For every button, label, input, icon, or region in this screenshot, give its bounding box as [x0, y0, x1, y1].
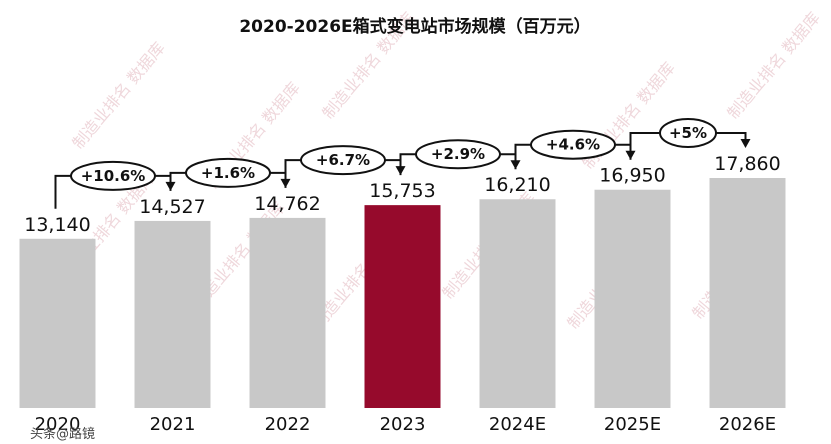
growth-badge	[659, 118, 717, 148]
bar-2023	[364, 205, 441, 408]
value-label-2021: 14,527	[139, 196, 205, 218]
growth-badge	[185, 157, 271, 188]
category-label-2026E: 2026E	[719, 414, 776, 435]
growth-arrowhead	[740, 139, 751, 148]
growth-badge	[300, 145, 386, 176]
value-label-2025E: 16,950	[599, 165, 665, 187]
value-label-2026E: 17,860	[714, 153, 780, 175]
growth-layer: +10.6% +1.6% +6.7% +2.9% +4.6% +5%	[54, 118, 751, 209]
bar-2024E	[479, 199, 556, 408]
category-label-2024E: 2024E	[489, 414, 546, 435]
growth-label: +10.6%	[81, 167, 146, 185]
growth-label: +4.6%	[546, 136, 600, 154]
growth-label: +2.9%	[431, 145, 485, 163]
watermark-text: 制造业排名 数据库	[69, 38, 169, 152]
value-label-2020: 13,140	[24, 214, 90, 236]
value-label-2024E: 16,210	[484, 174, 550, 196]
bar-2021	[134, 220, 211, 408]
growth-label: +5%	[669, 124, 707, 142]
growth-label: +6.7%	[316, 151, 370, 169]
bar-2026E	[709, 178, 786, 408]
category-label-2023: 2023	[380, 414, 426, 435]
bars-layer	[19, 178, 786, 408]
watermark-text: 制造业排名 数据库	[724, 8, 824, 122]
watermark-logo-text: 头条@路镜	[30, 426, 95, 442]
bar-2022	[249, 217, 326, 408]
chart-title: 2020-2026E箱式变电站市场规模（百万元）	[239, 16, 590, 37]
category-label-2025E: 2025E	[604, 414, 661, 435]
category-label-2020: 2020	[35, 414, 81, 435]
growth-badge	[530, 129, 616, 160]
category-label-2021: 2021	[150, 414, 196, 435]
bar-2025E	[594, 189, 671, 408]
labels-layer: 13,140 2020 14,527 2021 14,762 2022 15,753 2023…	[24, 153, 780, 435]
value-label-2023: 15,753	[369, 180, 435, 202]
bar-2020	[19, 238, 96, 408]
growth-badge	[415, 139, 501, 170]
category-label-2022: 2022	[265, 414, 311, 435]
value-label-2022: 14,762	[254, 193, 320, 215]
growth-label: +1.6%	[201, 164, 255, 182]
growth-badge	[70, 160, 156, 191]
